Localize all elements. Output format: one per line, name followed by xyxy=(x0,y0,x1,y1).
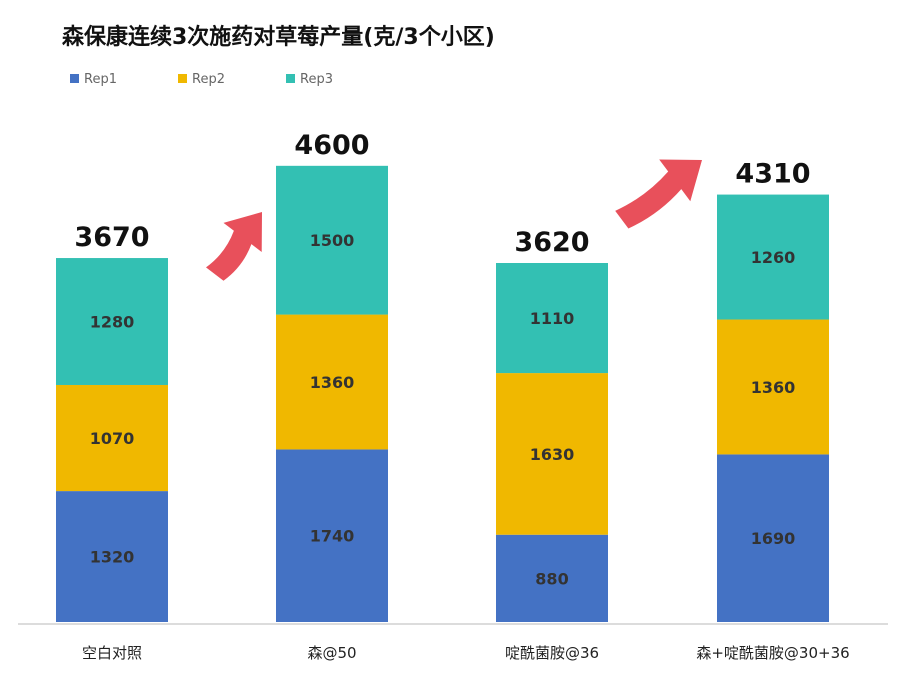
total-label: 4310 xyxy=(735,159,810,190)
arrow-icon xyxy=(206,212,262,281)
bar-stack-2: 880 1630 1110 3620 xyxy=(496,227,608,622)
legend-swatch xyxy=(286,74,295,83)
data-label: 1260 xyxy=(751,248,796,267)
legend-item-rep3: Rep3 xyxy=(286,72,333,87)
legend-item-rep2: Rep2 xyxy=(178,72,225,87)
total-label: 3620 xyxy=(514,227,589,258)
legend-item-rep1: Rep1 xyxy=(70,72,117,87)
data-label: 1630 xyxy=(530,445,575,464)
legend-label: Rep3 xyxy=(300,72,333,87)
x-axis-tick-labels: 空白对照 森@50 啶酰菌胺@36 森+啶酰菌胺@30+36 xyxy=(82,644,850,662)
bar-stack-1: 1740 1360 1500 4600 xyxy=(276,130,388,622)
chart-title: 森保康连续3次施药对草莓产量(克/3个小区) xyxy=(62,24,495,50)
bar-segment-rep1 xyxy=(717,454,829,622)
x-tick-label: 空白对照 xyxy=(82,644,142,662)
data-label: 1740 xyxy=(310,527,355,546)
data-label: 1360 xyxy=(751,378,796,397)
legend-swatch xyxy=(70,74,79,83)
data-label: 1280 xyxy=(90,313,135,332)
bars: 1320 1070 1280 3670 1740 1360 1500 4600 880 1630 1… xyxy=(56,130,829,622)
bar-segment-rep1 xyxy=(56,491,168,622)
bar-stack-3: 1690 1360 1260 4310 xyxy=(717,159,829,622)
legend-label: Rep2 xyxy=(192,72,225,87)
total-label: 4600 xyxy=(294,130,369,161)
data-label: 1110 xyxy=(530,309,575,328)
x-tick-label: 森+啶酰菌胺@30+36 xyxy=(696,644,849,662)
data-label: 880 xyxy=(535,569,568,588)
legend-label: Rep1 xyxy=(84,72,117,87)
data-label: 1320 xyxy=(90,548,135,567)
arrow-icon xyxy=(615,159,702,229)
bar-segment-rep3 xyxy=(496,263,608,374)
bar-segment-rep2 xyxy=(717,319,829,455)
bar-segment-rep2 xyxy=(276,314,388,450)
x-tick-label: 啶酰菌胺@36 xyxy=(505,644,599,662)
bar-segment-rep3 xyxy=(276,165,388,315)
bar-segment-rep3 xyxy=(717,194,829,320)
bar-segment-rep1 xyxy=(276,449,388,622)
bar-segment-rep2 xyxy=(56,384,168,492)
bar-segment-rep1 xyxy=(496,534,608,622)
data-label: 1500 xyxy=(310,231,355,250)
total-label: 3670 xyxy=(74,222,149,253)
annotation-arrows xyxy=(206,159,702,281)
bar-segment-rep2 xyxy=(496,373,608,535)
bar-segment-rep3 xyxy=(56,258,168,385)
bar-stack-0: 1320 1070 1280 3670 xyxy=(56,222,168,622)
x-tick-label: 森@50 xyxy=(307,644,356,662)
data-label: 1070 xyxy=(90,429,135,448)
data-label: 1360 xyxy=(310,373,355,392)
legend-swatch xyxy=(178,74,187,83)
legend: Rep1 Rep2 Rep3 xyxy=(70,72,333,87)
data-label: 1690 xyxy=(751,529,796,548)
